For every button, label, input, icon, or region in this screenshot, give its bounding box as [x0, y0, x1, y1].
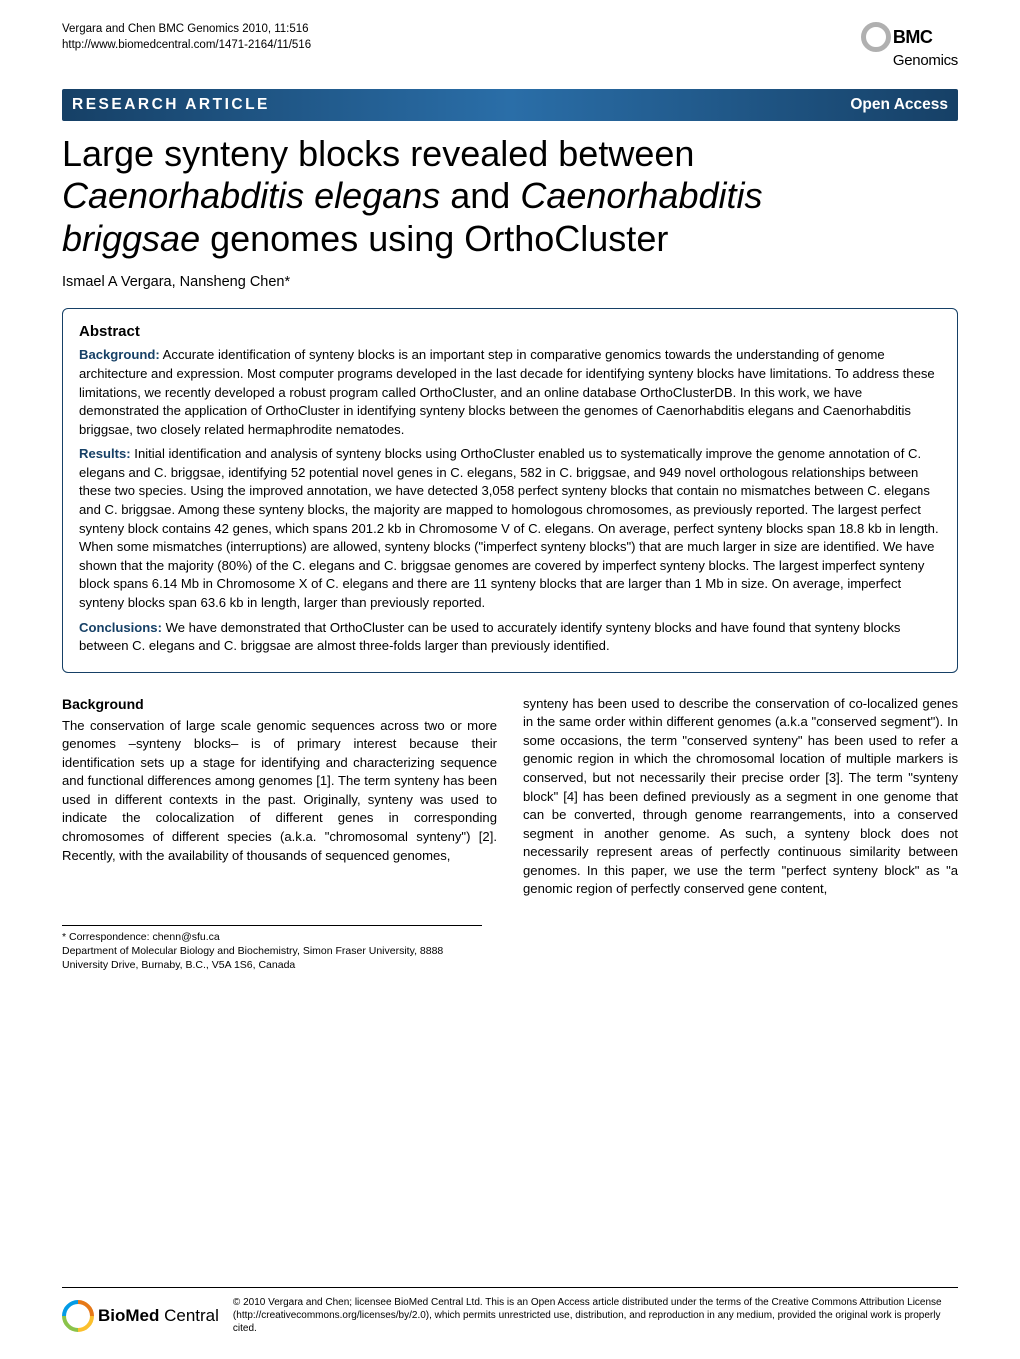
title-and: and: [440, 175, 520, 216]
title-line-1: Large synteny blocks revealed between: [62, 133, 694, 174]
title-species-2a: Caenorhabditis: [520, 175, 762, 216]
section-heading-background: Background: [62, 695, 497, 715]
abstract-background: Background: Accurate identification of s…: [79, 346, 941, 439]
title-tail: genomes using OrthoCluster: [200, 218, 668, 259]
bmc-logo-text: BioMed Central: [98, 1306, 219, 1326]
abstract-box: Abstract Background: Accurate identifica…: [62, 308, 958, 672]
body-columns: Background The conservation of large sca…: [62, 695, 958, 899]
citation-url: http://www.biomedcentral.com/1471-2164/1…: [62, 38, 311, 54]
con-text: We have demonstrated that OrthoCluster c…: [79, 620, 900, 654]
bmc-circle-icon: [55, 1293, 100, 1338]
correspondence-address: Department of Molecular Biology and Bioc…: [62, 944, 482, 972]
bmc-logo-bold: BioMed: [98, 1306, 159, 1325]
column-right: synteny has been used to describe the co…: [523, 695, 958, 899]
footer: BioMed Central © 2010 Vergara and Chen; …: [62, 1287, 958, 1335]
copyright-text: © 2010 Vergara and Chen; licensee BioMed…: [233, 1296, 958, 1335]
biomed-central-logo: BioMed Central: [62, 1300, 219, 1332]
con-label: Conclusions:: [79, 620, 162, 635]
bg-text: Accurate identification of synteny block…: [79, 347, 935, 436]
bg-label: Background:: [79, 347, 160, 362]
res-label: Results:: [79, 446, 131, 461]
abstract-conclusions: Conclusions: We have demonstrated that O…: [79, 619, 941, 656]
abstract-results: Results: Initial identification and anal…: [79, 445, 941, 612]
title-species-1: Caenorhabditis elegans: [62, 175, 440, 216]
bmc-logo-light: Central: [159, 1306, 219, 1325]
citation-block: Vergara and Chen BMC Genomics 2010, 11:5…: [62, 22, 311, 53]
logo-circle-icon: [861, 22, 891, 52]
logo-text-bottom: Genomics: [893, 52, 958, 69]
correspondence-email: * Correspondence: chenn@sfu.ca: [62, 930, 482, 944]
correspondence-block: * Correspondence: chenn@sfu.ca Departmen…: [62, 925, 482, 973]
article-type-bar: RESEARCH ARTICLE Open Access: [62, 89, 958, 121]
logo-text-top: BMC: [893, 27, 933, 48]
body-para-left: The conservation of large scale genomic …: [62, 717, 497, 866]
abstract-heading: Abstract: [79, 323, 941, 340]
article-title: Large synteny blocks revealed between Ca…: [62, 133, 958, 260]
title-block: Large synteny blocks revealed between Ca…: [0, 121, 1020, 290]
header-meta: Vergara and Chen BMC Genomics 2010, 11:5…: [0, 0, 1020, 69]
journal-logo: BMC Genomics: [861, 22, 958, 69]
column-left: Background The conservation of large sca…: [62, 695, 497, 899]
authors: Ismael A Vergara, Nansheng Chen*: [62, 274, 958, 290]
article-type-label: RESEARCH ARTICLE: [72, 96, 270, 114]
citation-line: Vergara and Chen BMC Genomics 2010, 11:5…: [62, 22, 311, 38]
title-species-2b: briggsae: [62, 218, 200, 259]
res-text: Initial identification and analysis of s…: [79, 446, 939, 610]
open-access-label: Open Access: [850, 96, 948, 114]
body-para-right: synteny has been used to describe the co…: [523, 695, 958, 899]
